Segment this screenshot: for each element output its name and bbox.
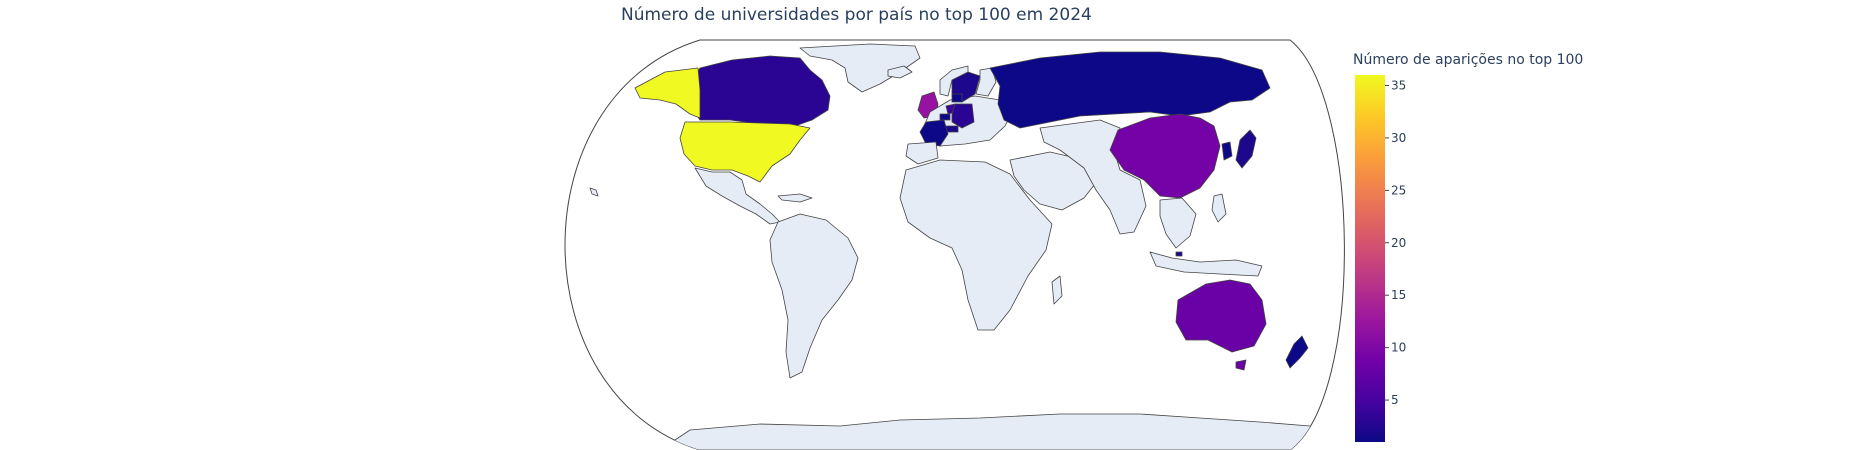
country-australia[interactable] <box>1175 279 1267 353</box>
colorbar-tick-label: 30 <box>1391 131 1406 145</box>
region-antarctica[interactable] <box>659 413 1331 450</box>
country-south-america[interactable] <box>769 213 859 379</box>
region-africa[interactable] <box>899 159 1053 331</box>
country-singapore[interactable] <box>1175 251 1183 257</box>
country-japan[interactable] <box>1235 129 1257 169</box>
country-australia-tasmania[interactable] <box>1235 359 1247 371</box>
country-caribbean[interactable] <box>777 193 813 203</box>
country-mexico-central-america[interactable] <box>694 167 781 225</box>
country-new-zealand[interactable] <box>1285 335 1309 369</box>
country-madagascar[interactable] <box>1051 275 1063 305</box>
country-south-korea[interactable] <box>1221 141 1233 161</box>
colorbar-title: Número de aparições no top 100 <box>1353 52 1583 68</box>
colorbar-gradient <box>1355 75 1385 442</box>
country-china[interactable] <box>1109 113 1221 199</box>
country-united-states[interactable] <box>679 121 811 183</box>
country-germany[interactable] <box>951 103 975 129</box>
colorbar-tick-label: 25 <box>1391 183 1406 197</box>
country-usa-hawaii[interactable] <box>589 187 599 197</box>
colorbar-tick-label: 15 <box>1391 288 1406 302</box>
region-southeast-asia[interactable] <box>1159 197 1197 249</box>
country-france[interactable] <box>919 119 949 147</box>
colorbar-ticks: 5 10 15 20 25 30 35 <box>1385 78 1406 407</box>
country-belgium[interactable] <box>939 113 951 121</box>
country-philippines[interactable] <box>1211 193 1227 223</box>
country-greenland[interactable] <box>799 43 921 93</box>
country-russia[interactable] <box>989 51 1271 129</box>
country-iberia[interactable] <box>905 141 939 165</box>
colorbar: Número de aparições no top 100 5 10 15 20 25… <box>1353 52 1583 442</box>
region-indonesia[interactable] <box>1149 251 1263 277</box>
colorbar-tick-label: 10 <box>1391 341 1406 355</box>
country-usa-alaska[interactable] <box>634 67 701 119</box>
country-norway[interactable] <box>939 65 969 97</box>
country-switzerland[interactable] <box>945 125 959 133</box>
country-iceland[interactable] <box>887 65 913 79</box>
colorbar-tick-label: 20 <box>1391 236 1406 250</box>
colorbar-tick-label: 35 <box>1391 78 1406 92</box>
country-denmark[interactable] <box>951 93 963 103</box>
map-layer <box>589 43 1331 450</box>
colorbar-tick-label: 5 <box>1391 393 1399 407</box>
chart-title: Número de universidades por país no top … <box>621 5 1092 25</box>
